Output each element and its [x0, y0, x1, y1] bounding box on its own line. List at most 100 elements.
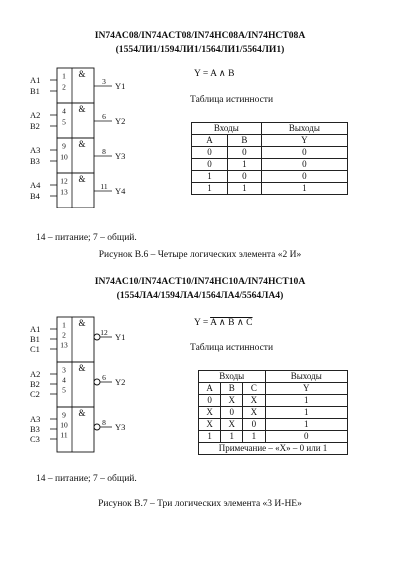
gate-box	[56, 172, 95, 208]
input-label: B2	[30, 121, 40, 131]
input-pin-number: 13	[60, 341, 68, 350]
fig6-title-line1: IN74AC08/IN74ACT08/IN74HC08A/IN74HCT08A	[94, 30, 306, 41]
table-cell: X	[197, 418, 222, 431]
input-label: B3	[30, 156, 40, 166]
fig7-outputs-header: Выходы	[264, 370, 349, 383]
fig6-formula: Y = A ∧ B	[194, 69, 235, 79]
input-pin-number: 1	[62, 321, 66, 330]
fig7-table-note: Примечание – «Х» – 0 или 1	[198, 442, 348, 455]
input-label: C2	[30, 389, 40, 399]
table-cell: 1	[190, 170, 229, 183]
input-pin-number: 2	[62, 331, 66, 340]
input-pin-number: 10	[60, 153, 68, 162]
input-label: A2	[30, 110, 40, 120]
input-pin-number: 12	[60, 177, 68, 186]
gate-box	[56, 406, 95, 453]
output-pin-number: 12	[100, 328, 108, 337]
table-cell: 0	[190, 146, 229, 159]
table-row: 0 0 0	[190, 146, 349, 159]
gate-symbol: &	[78, 104, 85, 114]
input-label: A1	[30, 324, 40, 334]
fig7-formula-prefix: Y =	[194, 318, 211, 328]
input-label: A1	[30, 75, 40, 85]
input-label: B1	[30, 86, 40, 96]
input-pin-number: 10	[60, 421, 68, 430]
fig6-caption: Рисунок В.6 – Четыре логических элемента…	[98, 250, 302, 260]
inversion-bubble	[93, 333, 101, 341]
fig7-title-line2: (1554ЛА4/1594ЛА4/1564ЛА4/5564ЛА4)	[116, 290, 284, 301]
table-row: 0 X X 1	[197, 394, 349, 407]
input-label: C3	[30, 434, 40, 444]
output-label: Y1	[115, 332, 125, 342]
input-label: B1	[30, 334, 40, 344]
fig6-col-b: B	[227, 134, 262, 147]
gate-symbol: &	[78, 318, 85, 328]
input-label: A3	[30, 145, 40, 155]
input-pin-number: 3	[62, 366, 66, 375]
fig7-title-line1: IN74AC10/IN74ACT10/IN74HC10A/IN74HCT10A	[94, 276, 306, 287]
input-pin-number: 4	[62, 107, 66, 116]
fig6-col-a: A	[190, 134, 229, 147]
fig7-power-note: 14 – питание; 7 – общий.	[36, 474, 137, 484]
output-label: Y2	[115, 116, 125, 126]
table-row: X X 0 1	[197, 418, 349, 431]
output-pin-number: 6	[102, 112, 106, 121]
table-cell: 0	[227, 146, 262, 159]
input-label: B2	[30, 379, 40, 389]
input-label: A2	[30, 369, 40, 379]
fig7-col-y: Y	[264, 382, 349, 395]
inversion-bubble	[93, 378, 101, 386]
fig6-truth-table: Входы Выходы A B Y 0 0 0 0 1 0 1 0 0 1 1…	[190, 122, 349, 195]
input-pin-number: 9	[62, 411, 66, 420]
output-pin-number: 11	[100, 182, 107, 191]
table-cell: X	[220, 394, 244, 407]
input-pin-number: 5	[62, 386, 66, 395]
table-row: 1 1 1	[190, 182, 349, 195]
input-pin-number: 13	[60, 188, 68, 197]
table-row: 1 1 1 0	[197, 430, 349, 443]
gate-symbol: &	[78, 69, 85, 79]
input-pin-number: 9	[62, 142, 66, 151]
gate-symbol: &	[78, 408, 85, 418]
output-pin-number: 3	[102, 77, 106, 86]
table-cell: 0	[260, 158, 349, 171]
table-cell: 1	[227, 182, 262, 195]
table-cell: 1	[260, 182, 349, 195]
table-cell: 1	[264, 418, 349, 431]
output-pin-number: 8	[102, 418, 106, 427]
table-row: 1 0 0	[190, 170, 349, 183]
table-cell: 0	[190, 158, 229, 171]
table-cell: X	[242, 394, 266, 407]
fig7-caption: Рисунок В.7 – Три логических элемента «3…	[98, 499, 302, 509]
table-cell: X	[220, 418, 244, 431]
table-cell: 1	[220, 430, 244, 443]
input-pin-number: 4	[62, 376, 66, 385]
fig6-title-line2: (1554ЛИ1/1594ЛИ1/1564ЛИ1/5564ЛИ1)	[115, 44, 285, 55]
input-label: A3	[30, 414, 40, 424]
input-pin-number: 11	[60, 431, 67, 440]
output-label: Y3	[115, 151, 125, 161]
table-cell: 0	[197, 394, 222, 407]
input-pin-number: 1	[62, 72, 66, 81]
output-pin-number: 8	[102, 147, 106, 156]
fig6-and-gates-diagram: & A1 1 B1 2 3 Y1 & A2 4 B2 5 6 Y2 & A3 9 B3 10 8 Y3 & A4 12 B4 13…	[30, 67, 126, 208]
fig6-outputs-header: Выходы	[260, 122, 349, 135]
output-label: Y1	[115, 81, 125, 91]
fig6-truth-heading: Таблица истинности	[190, 95, 274, 105]
input-pin-number: 5	[62, 118, 66, 127]
fig7-col-c: C	[242, 382, 266, 395]
table-cell: X	[242, 406, 266, 419]
table-cell: X	[197, 406, 222, 419]
output-label: Y4	[115, 186, 126, 196]
inversion-bubble	[93, 423, 101, 431]
output-pin-number: 6	[102, 373, 106, 382]
gate-symbol: &	[78, 139, 85, 149]
fig6-col-y: Y	[260, 134, 349, 147]
fig7-nand-gates-diagram: & A1 1 B1 2 C1 13 12 Y1 & A2 3 B2 4 C2 5 6 Y2 & A3 9 B3 10 C3 11…	[30, 316, 125, 453]
fig7-formula: Y = A ∧ B ∧ C	[194, 318, 253, 329]
table-cell: 1	[264, 406, 349, 419]
table-cell: 0	[260, 146, 349, 159]
table-cell: 0	[260, 170, 349, 183]
table-cell: 0	[227, 170, 262, 183]
output-label: Y2	[115, 377, 125, 387]
